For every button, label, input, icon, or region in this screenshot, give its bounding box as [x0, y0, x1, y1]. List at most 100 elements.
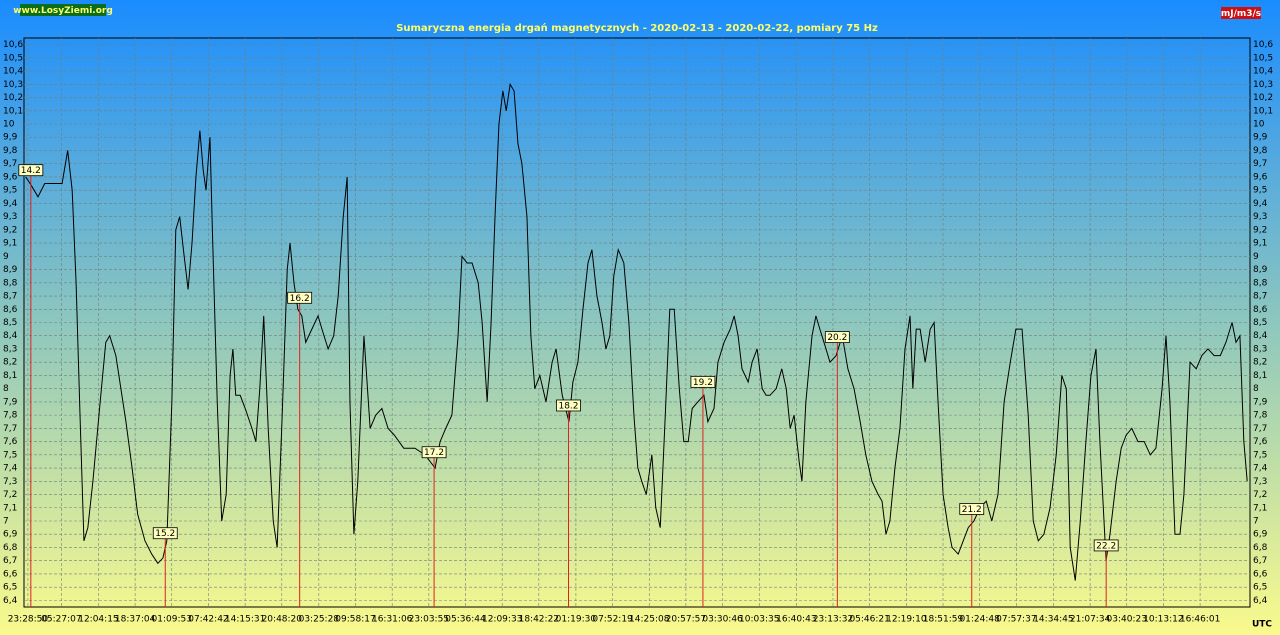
y-tick-label-right: 6,4 — [1253, 596, 1268, 606]
y-tick-label: 8,9 — [3, 265, 18, 275]
y-tick-label-right: 10,6 — [1253, 40, 1273, 50]
x-tick-label: 14:15:31 — [225, 615, 265, 625]
y-tick-label-right: 9,9 — [1253, 133, 1268, 143]
y-tick-label-right: 8,7 — [1253, 292, 1267, 302]
y-tick-label: 9,4 — [3, 199, 18, 209]
y-tick-label: 9 — [3, 252, 9, 262]
x-tick-label: 12:04:15 — [78, 615, 118, 625]
x-tick-label: 07:42:42 — [188, 615, 228, 625]
y-tick-label-right: 7,2 — [1253, 490, 1267, 500]
x-tick-label: 03:25:28 — [299, 615, 340, 625]
y-tick-label-right: 6,7 — [1253, 556, 1267, 566]
y-tick-label-right: 9,8 — [1253, 146, 1268, 156]
y-tick-label: 7 — [3, 516, 9, 526]
day-marker-label: 16.2 — [290, 294, 310, 304]
y-tick-label: 6,9 — [3, 530, 18, 540]
x-tick-label: 20:57:57 — [666, 615, 706, 625]
y-tick-label-right: 7,1 — [1253, 503, 1267, 513]
y-tick-label-right: 8,4 — [1253, 331, 1268, 341]
y-tick-label: 7,2 — [3, 490, 17, 500]
y-tick-label: 7,1 — [3, 503, 17, 513]
y-tick-label-right: 7,3 — [1253, 477, 1267, 487]
x-tick-label: 09:58:17 — [335, 615, 375, 625]
y-tick-label-right: 10 — [1253, 120, 1265, 130]
x-tick-label: 12:19:10 — [886, 615, 927, 625]
y-tick-label: 6,4 — [3, 596, 18, 606]
day-marker-box — [421, 446, 447, 459]
x-tick-label: 20:48:20 — [262, 615, 303, 625]
x-tick-label: 16:46:01 — [1180, 615, 1220, 625]
y-tick-label: 7,4 — [3, 464, 18, 474]
y-tick-label-right: 7,9 — [1253, 397, 1268, 407]
y-tick-label-right: 8,1 — [1253, 371, 1267, 381]
y-tick-label-right: 9,3 — [1253, 212, 1267, 222]
y-tick-label-right: 8 — [1253, 384, 1259, 394]
y-tick-label: 8,5 — [3, 318, 17, 328]
y-tick-label: 10,2 — [3, 93, 23, 103]
y-tick-label-right: 9 — [1253, 252, 1259, 262]
y-tick-label-right: 7,4 — [1253, 464, 1268, 474]
y-tick-label-right: 6,9 — [1253, 530, 1268, 540]
x-tick-label: 16:31:06 — [372, 615, 413, 625]
y-tick-label: 7,3 — [3, 477, 17, 487]
y-tick-label: 8,2 — [3, 358, 17, 368]
y-tick-label-right: 9,4 — [1253, 199, 1268, 209]
x-tick-label: 01:24:48 — [959, 615, 1000, 625]
y-tick-label: 8,4 — [3, 331, 18, 341]
y-tick-label: 10,5 — [3, 53, 23, 63]
y-tick-label: 6,6 — [3, 569, 18, 579]
y-tick-label: 7,9 — [3, 397, 18, 407]
y-tick-label-right: 8,2 — [1253, 358, 1267, 368]
y-tick-label-right: 9,1 — [1253, 239, 1267, 249]
x-tick-label: 05:36:44 — [445, 615, 486, 625]
x-tick-label: 07:52:19 — [592, 615, 633, 625]
x-tick-label: 03:30:46 — [702, 615, 743, 625]
y-tick-label: 7,7 — [3, 424, 17, 434]
day-marker-label: 22.2 — [1096, 541, 1116, 551]
y-tick-label: 7,6 — [3, 437, 18, 447]
unit-badge — [1221, 7, 1261, 19]
y-tick-label: 8,6 — [3, 305, 18, 315]
day-marker-label: 14.2 — [21, 166, 41, 176]
y-tick-label: 6,8 — [3, 543, 18, 553]
y-tick-label: 9,3 — [3, 212, 17, 222]
y-tick-label-right: 10,5 — [1253, 53, 1273, 63]
day-marker-label: 21.2 — [962, 505, 982, 515]
y-tick-label-right: 6,5 — [1253, 583, 1267, 593]
x-tick-label: 07:57:37 — [996, 615, 1036, 625]
y-tick-label-right: 9,5 — [1253, 186, 1267, 196]
x-tick-label: 10:13:12 — [1143, 615, 1183, 625]
x-tick-label: 14:25:08 — [629, 615, 670, 625]
day-marker-box — [1093, 539, 1119, 552]
y-tick-label-right: 8,8 — [1253, 278, 1268, 288]
y-tick-label: 7,8 — [3, 411, 18, 421]
y-tick-label-right: 10,3 — [1253, 80, 1273, 90]
x-tick-label: 16:40:43 — [776, 615, 816, 625]
y-tick-label-right: 6,6 — [1253, 569, 1268, 579]
y-tick-label: 9,9 — [3, 133, 18, 143]
x-tick-label: 05:27:07 — [41, 615, 81, 625]
site-name: www.LosyZiemi.org — [13, 6, 113, 16]
day-marker-label: 20.2 — [827, 333, 847, 343]
y-tick-label-right: 7,6 — [1253, 437, 1268, 447]
day-marker-label: 19.2 — [693, 378, 713, 388]
y-tick-label: 10 — [3, 120, 15, 130]
y-tick-label-right: 8,5 — [1253, 318, 1267, 328]
y-tick-label: 9,7 — [3, 159, 17, 169]
data-line — [25, 82, 1248, 581]
y-tick-label: 9,8 — [3, 146, 18, 156]
day-marker-box — [287, 291, 313, 304]
timezone-label: UTC — [1252, 620, 1272, 630]
x-tick-label: 01:19:30 — [556, 615, 597, 625]
x-tick-label: 18:51:59 — [923, 615, 964, 625]
day-marker-box — [824, 331, 850, 344]
y-tick-label: 10,4 — [3, 67, 23, 77]
x-tick-label: 23:03:55 — [409, 615, 449, 625]
y-tick-label: 6,5 — [3, 583, 17, 593]
y-tick-label: 10,1 — [3, 106, 23, 116]
site-badge — [20, 4, 106, 16]
y-tick-label: 9,2 — [3, 225, 17, 235]
y-tick-label: 10,6 — [3, 40, 23, 50]
y-tick-label: 8,3 — [3, 344, 17, 354]
